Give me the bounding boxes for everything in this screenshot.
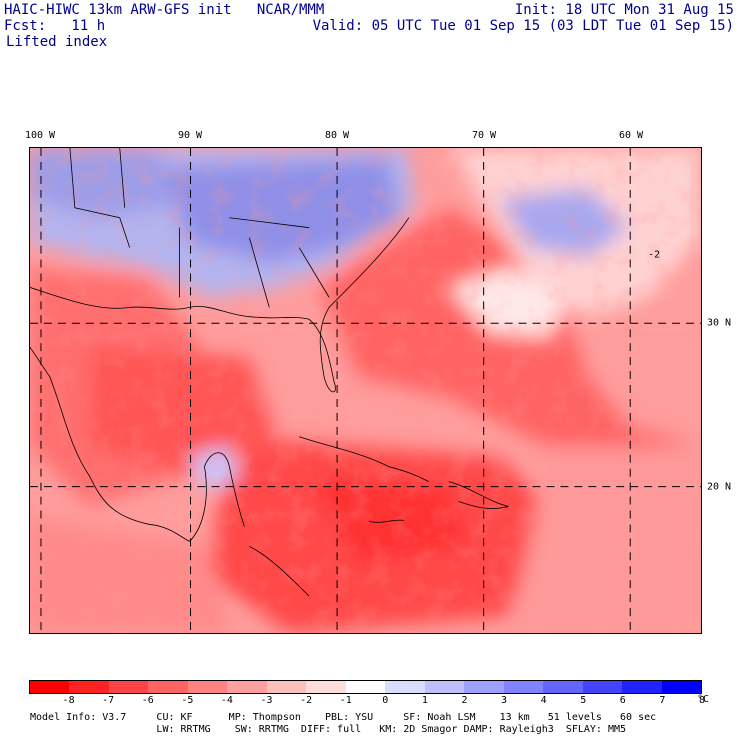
colorbar-tick-label: 3 <box>501 695 508 706</box>
valid-time: Valid: 05 UTC Tue 01 Sep 15 (03 LDT Tue … <box>312 18 734 34</box>
forecast-hour: Fcst: 11 h <box>4 18 106 34</box>
colorbar-tick-label: 7 <box>659 695 666 706</box>
model-info-line-2: LW: RRTMG SW: RRTMG DIFF: full KM: 2D Sm… <box>30 724 627 735</box>
lon-label-80w: 80 W <box>324 130 350 141</box>
colorbar-tick-label: -6 <box>141 695 154 706</box>
lon-label-70w: 70 W <box>471 130 497 141</box>
colorbar-tick-label: -7 <box>102 695 115 706</box>
contour-label: -2 <box>648 250 660 261</box>
colorbar-cell <box>345 681 386 693</box>
colorbar-tick-label: -4 <box>220 695 233 706</box>
title-line-1: HAIC-HIWC 13km ARW-GFS init NCAR/MMM <box>4 2 325 18</box>
colorbar-cell <box>582 681 623 693</box>
colorbar-cell <box>306 681 346 693</box>
colorbar-tick-label: 5 <box>580 695 587 706</box>
colorbar-cell <box>424 681 465 693</box>
colorbar-cell <box>148 681 188 693</box>
lon-label-100w: 100 W <box>24 130 56 141</box>
coastlines <box>30 148 509 597</box>
colorbar-cell <box>543 681 583 693</box>
colorbar-tick-label: -1 <box>339 695 352 706</box>
colorbar-cell <box>69 681 109 693</box>
colorbar-tick-label: -2 <box>300 695 313 706</box>
colorbar-tick-label: -3 <box>260 695 273 706</box>
colorbar-cell <box>30 681 70 693</box>
colorbar-cell <box>385 681 425 693</box>
colorbar-tick-label: -5 <box>181 695 194 706</box>
lat-label-30n: 30 N <box>707 317 732 329</box>
colorbar-cell <box>622 681 662 693</box>
colorbar-cell <box>108 681 149 693</box>
colorbar-tick-label: 6 <box>619 695 626 706</box>
lat-lon-grid <box>30 148 701 633</box>
colorbar-cell <box>187 681 228 693</box>
colorbar-tick-label: 2 <box>461 695 468 706</box>
colorbar-tick-label: 0 <box>382 695 389 706</box>
colorbar-cell <box>503 681 544 693</box>
colorbar <box>29 680 702 694</box>
lon-label-60w: 60 W <box>618 130 644 141</box>
lifted-index-map: -2 <box>29 147 702 634</box>
colorbar-tick-label: 8 <box>698 695 706 706</box>
colorbar-cell <box>661 681 701 693</box>
colorbar-cell <box>227 681 267 693</box>
colorbar-cell <box>266 681 307 693</box>
model-info-line-1: Model Info: V3.7 CU: KF MP: Thompson PBL… <box>30 712 657 723</box>
colorbar-tick-label: -8 <box>62 695 75 706</box>
colorbar-cell <box>464 681 504 693</box>
lat-label-20n: 20 N <box>707 481 732 493</box>
colorbar-unit: °C <box>697 694 710 705</box>
colorbar-tick-label: 4 <box>540 695 547 706</box>
colorbar-tick-label: 1 <box>421 695 428 706</box>
field-name: Lifted index <box>6 34 108 50</box>
lon-label-90w: 90 W <box>177 130 203 141</box>
init-time: Init: 18 UTC Mon 31 Aug 15 <box>514 2 734 18</box>
